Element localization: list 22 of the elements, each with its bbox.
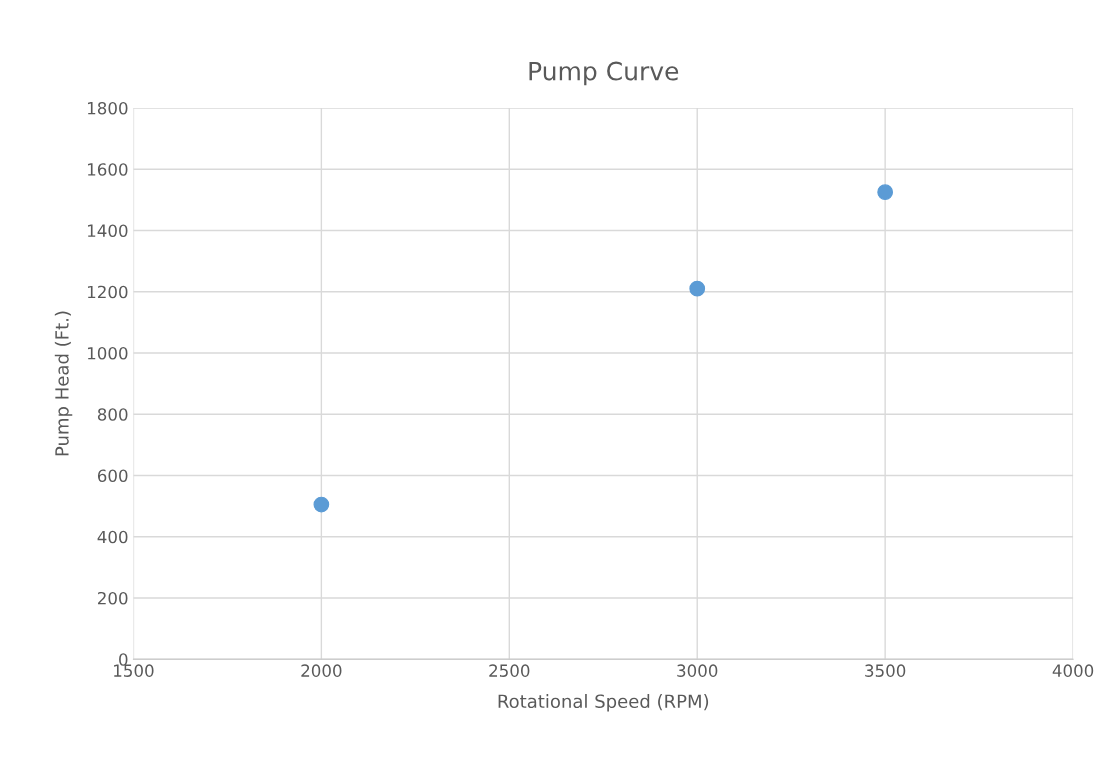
chart-title: Pump Curve xyxy=(529,61,679,86)
y-tick-label: 1600 xyxy=(87,163,128,176)
y-tick-label: 800 xyxy=(97,408,128,421)
y-tick-label: 600 xyxy=(97,469,128,483)
y-tick-label: 200 xyxy=(97,591,128,605)
y-tick-label: 1000 xyxy=(87,346,128,360)
point xyxy=(689,280,706,297)
y-tick-label: 400 xyxy=(97,530,128,544)
y-axis-title: Pump Head (Ft.) xyxy=(54,311,73,456)
x-tick-label: 1500 xyxy=(114,664,154,677)
x-tick-label: 3000 xyxy=(677,664,718,677)
point xyxy=(877,184,894,201)
x-tick-label: 4000 xyxy=(1052,664,1094,677)
y-tick-label: 1800 xyxy=(87,101,128,115)
x-tick-label: 2000 xyxy=(301,664,342,677)
x-tick-label: 3500 xyxy=(865,664,906,677)
y-tick-label: 1400 xyxy=(87,224,128,238)
y-tick-label: 0 xyxy=(119,653,128,666)
x-axis-title: Rotational Speed (RPM) xyxy=(498,694,709,712)
x-tick-label: 2500 xyxy=(489,664,530,677)
point xyxy=(313,496,330,513)
y-tick-label: 1200 xyxy=(87,285,128,299)
